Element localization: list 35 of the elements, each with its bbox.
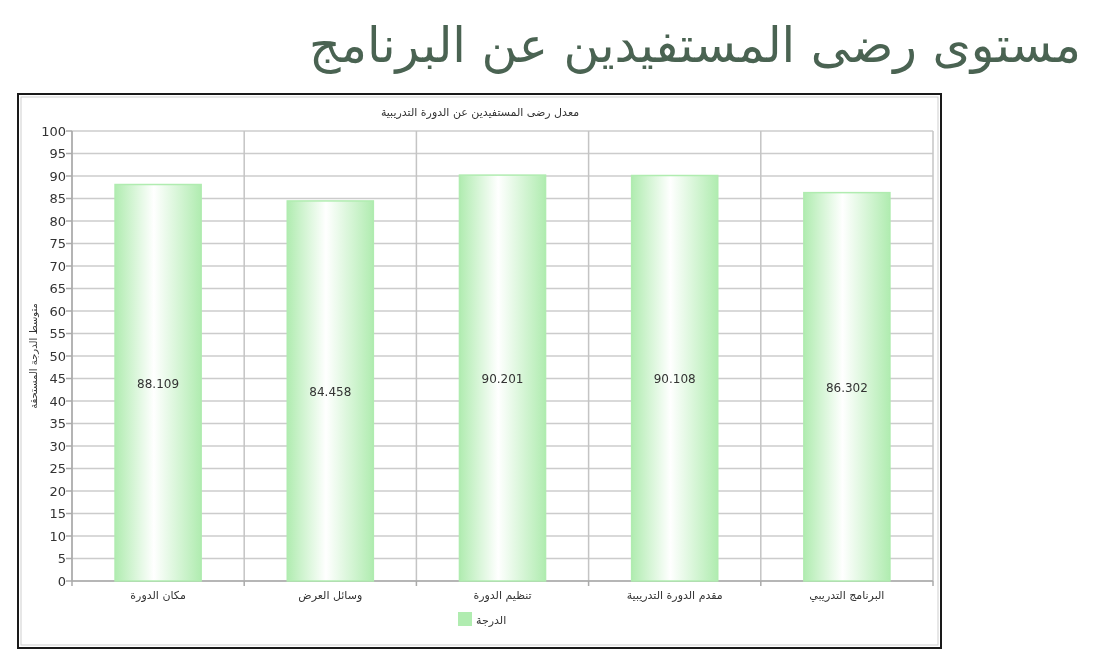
ytick: 30 bbox=[49, 438, 66, 454]
ytick: 95 bbox=[49, 146, 66, 161]
ytick: 25 bbox=[49, 461, 66, 476]
ytick: 55 bbox=[49, 326, 66, 341]
ytick: 45 bbox=[49, 371, 66, 386]
title: مستوى رضى المستفيدين عن البرنامج bbox=[309, 17, 1081, 74]
ytick: 5 bbox=[57, 551, 66, 566]
ytick: 90 bbox=[49, 168, 66, 184]
ytick: 85 bbox=[49, 191, 66, 206]
ytick: 10 bbox=[49, 528, 66, 544]
data-label: 90.201 bbox=[481, 372, 524, 387]
ytick: 40 bbox=[49, 393, 66, 409]
data-label: 90.108 bbox=[653, 372, 696, 387]
ytick: 35 bbox=[49, 416, 66, 431]
ytick: 60 bbox=[49, 303, 66, 319]
legend-label: الدرجة bbox=[476, 614, 507, 627]
ytick: 20 bbox=[49, 483, 66, 499]
ytick: 65 bbox=[49, 281, 66, 296]
ytick: 15 bbox=[49, 506, 66, 521]
ytick: 100 bbox=[41, 123, 66, 139]
subtitle: معدل رضى المستفيدين عن الدورة التدريبية bbox=[380, 106, 580, 119]
xtick: البرنامج التدريبي bbox=[809, 589, 885, 602]
ytick: 70 bbox=[49, 258, 66, 274]
ytick: 75 bbox=[49, 236, 66, 251]
ytick: 0 bbox=[57, 573, 66, 589]
ytick: 50 bbox=[49, 348, 66, 364]
xtick: تنظيم الدورة bbox=[473, 589, 532, 602]
data-label: 86.302 bbox=[825, 380, 868, 395]
data-label: 88.109 bbox=[137, 376, 180, 391]
xtick: وسائل العرض bbox=[298, 589, 363, 602]
xtick: مكان الدورة bbox=[130, 589, 186, 602]
xtick: مقدم الدورة التدريبية bbox=[626, 589, 723, 602]
ytick: 80 bbox=[49, 213, 66, 229]
ylabel: متوسط الدرجة المستحقة bbox=[28, 303, 39, 409]
data-label: 84.458 bbox=[309, 384, 352, 399]
